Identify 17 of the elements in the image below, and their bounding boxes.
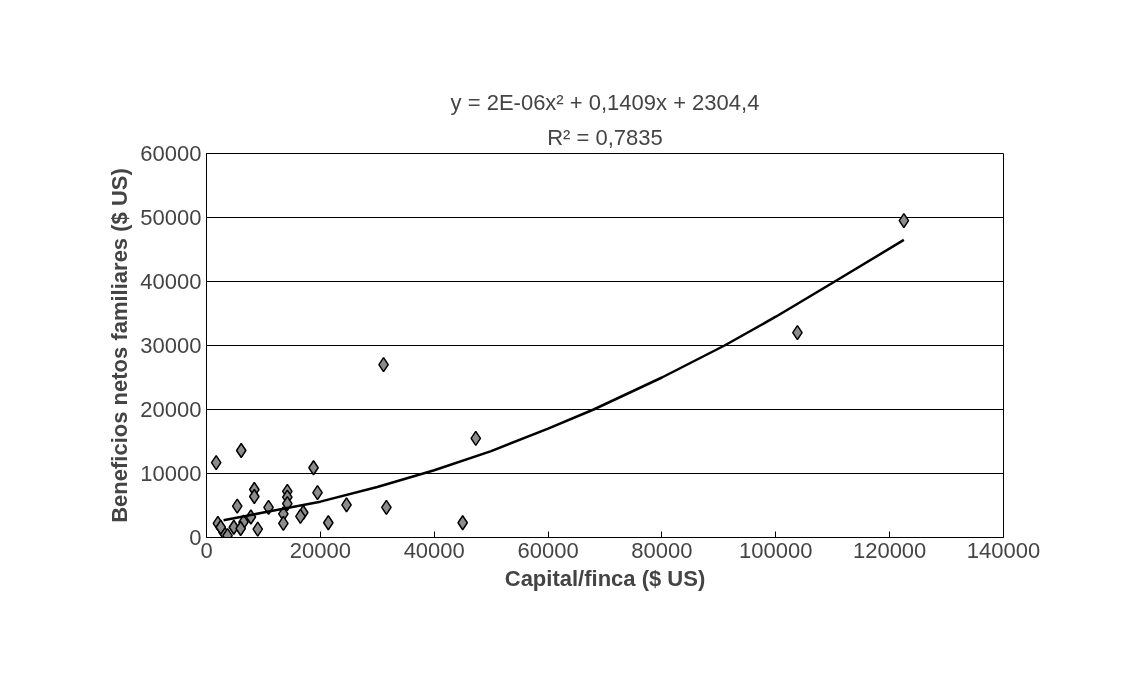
y-tick-label: 50000 [140,205,202,230]
x-tick-label: 120000 [852,537,927,563]
x-tick-label: 100000 [739,537,813,563]
y-tick-label: 30000 [140,333,202,358]
y-tick-label: 10000 [140,461,202,486]
y-axis-title: Beneficios netos familiares ($ US) [107,168,133,523]
text: R² = 0,7835 [547,124,663,150]
y-tick-label: 40000 [140,269,202,294]
y-tick-label: 20000 [140,397,202,422]
x-tick-label: 60000 [517,537,579,563]
text: y = 2E-06x² + 0,1409x + 2304,4 [450,89,760,115]
x-tick-label: 20000 [289,537,351,563]
x-axis-title: Capital/finca ($ US) [504,565,706,591]
x-tick-label: 140000 [966,537,1041,563]
y-tick-label: 60000 [140,141,202,166]
x-tick-label: 40000 [403,537,465,563]
x-tick-label: 80000 [631,537,693,563]
